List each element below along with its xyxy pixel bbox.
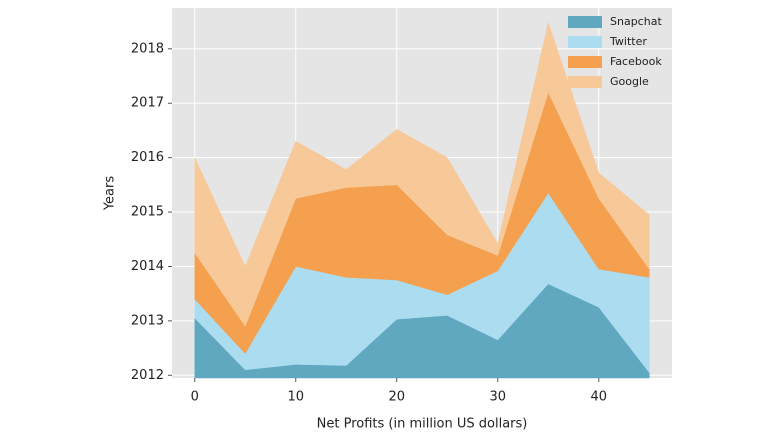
x-axis-label: Net Profits (in million US dollars): [317, 417, 528, 432]
y-tick-label: 2017: [131, 96, 164, 111]
y-tick-label: 2015: [131, 205, 164, 220]
y-tick-label: 2016: [131, 150, 164, 165]
x-tick-label: 10: [287, 390, 304, 405]
x-tick-label: 20: [388, 390, 405, 405]
y-tick-label: 2018: [131, 41, 164, 56]
y-tick-label: 2014: [131, 259, 164, 274]
legend-label: Facebook: [610, 55, 662, 68]
legend-swatch: [568, 76, 602, 88]
legend-swatch: [568, 16, 602, 28]
area: [194, 21, 650, 327]
x-tick-label: 0: [191, 390, 199, 405]
y-tick-label: 2013: [131, 313, 164, 328]
legend-label: Snapchat: [610, 15, 662, 28]
legend-label: Google: [610, 75, 649, 88]
y-tick-label: 2012: [131, 368, 164, 383]
y-axis-label: Years: [103, 176, 118, 212]
legend-label: Twitter: [609, 35, 647, 48]
legend-swatch: [568, 36, 602, 48]
x-tick-label: 40: [590, 390, 607, 405]
legend-swatch: [568, 56, 602, 68]
x-tick-label: 30: [489, 390, 506, 405]
